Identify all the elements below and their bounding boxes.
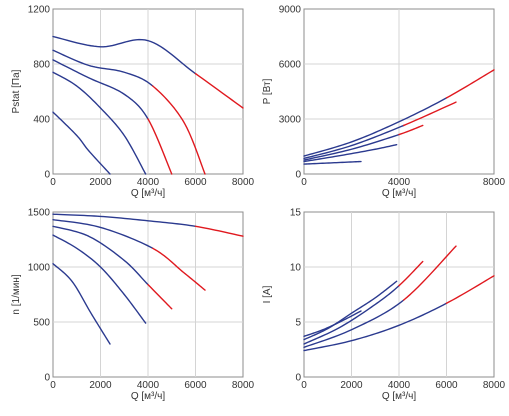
pstat-y-axis-label: Pstat [Па] [11, 69, 22, 113]
power-y-tick-label: 6000 [279, 60, 302, 71]
power-curve-1-high-load [445, 69, 495, 99]
power-x-tick-label: 0 [301, 177, 307, 188]
current-curve-3 [303, 285, 400, 345]
current-curve-4 [303, 280, 398, 341]
speed-curve-2-high-load [152, 247, 206, 291]
speed-curve-3 [52, 225, 149, 286]
current-y-axis-label: I [A] [262, 285, 273, 303]
power-y-tick-label: 9000 [279, 5, 302, 16]
speed-curve-1 [52, 213, 197, 227]
current-curve-1 [303, 302, 448, 352]
pstat-x-tick-label: 8000 [232, 177, 255, 188]
speed-x-tick-label: 8000 [232, 380, 255, 391]
pstat-y-tick-label: 1200 [28, 5, 51, 16]
current-y-tick-label: 15 [290, 208, 302, 219]
pstat-x-tick-label: 4000 [137, 177, 160, 188]
power-x-tick-label: 8000 [483, 177, 506, 188]
speed-x-tick-label: 2000 [89, 380, 112, 391]
pstat-y-tick-label: 800 [33, 60, 50, 71]
current-x-tick-label: 6000 [435, 380, 458, 391]
pstat-curve-2 [52, 49, 154, 87]
power-curve-2-high-load [403, 101, 457, 127]
speed-y-tick-label: 1500 [28, 208, 51, 219]
current-x-tick-label: 4000 [388, 380, 411, 391]
pstat-y-tick-label: 0 [44, 170, 50, 181]
pstat-x-tick-label: 6000 [184, 177, 207, 188]
speed-x-tick-label: 0 [50, 380, 56, 391]
pstat-x-axis-label: Q [м³/ч] [131, 188, 166, 199]
chart-current: 0 2000 4000 6000 8000 0 5 10 15 Q [м³/ч] I [A] [262, 208, 506, 403]
speed-y-tick-label: 1000 [28, 263, 51, 274]
power-curve-4 [303, 143, 398, 163]
pstat-y-tick-label: 400 [33, 115, 50, 126]
current-curve-2-high-load [403, 245, 457, 301]
power-curve-1 [303, 97, 448, 157]
current-x-axis-label: Q [м³/ч] [382, 391, 417, 402]
pstat-x-tick-label: 2000 [89, 177, 112, 188]
speed-curve-1-high-load [194, 225, 244, 237]
power-curve-2 [303, 124, 405, 160]
current-y-tick-label: 5 [295, 318, 301, 329]
power-curve-3-high-load [398, 124, 424, 136]
pstat-curve-1 [52, 35, 197, 75]
speed-y-tick-label: 500 [33, 318, 50, 329]
current-curve-1-high-load [445, 275, 495, 304]
power-curve-5 [303, 160, 362, 165]
speed-y-axis-label: n [1/мин] [11, 274, 22, 314]
current-curve-2 [303, 299, 405, 348]
speed-x-tick-label: 4000 [137, 380, 160, 391]
pstat-x-tick-label: 0 [50, 177, 56, 188]
speed-curve-4 [52, 234, 147, 324]
chart-pstat: 0 2000 4000 6000 8000 0 400 800 1200 Q [м³/ч] Psta… [11, 5, 255, 200]
pstat-curve-1-high-load [194, 72, 244, 109]
current-y-tick-label: 0 [295, 373, 301, 384]
pstat-curve-3 [52, 59, 149, 120]
power-x-axis-label: Q [м³/ч] [382, 188, 417, 199]
current-y-tick-label: 10 [290, 263, 302, 274]
power-y-tick-label: 0 [295, 170, 301, 181]
chart-speed: 0 2000 4000 6000 8000 0 500 1000 1500 Q [м³/ч] n [… [11, 208, 255, 403]
speed-curve-2 [52, 219, 154, 249]
pstat-curve-3-high-load [147, 118, 173, 175]
current-curve-5 [303, 310, 362, 337]
power-curve-3 [303, 133, 400, 161]
power-y-axis-label: P [Вт] [262, 78, 273, 104]
pstat-curve-5 [52, 111, 111, 175]
speed-x-axis-label: Q [м³/ч] [131, 391, 166, 402]
pstat-curve-2-high-load [152, 85, 206, 175]
speed-curve-5 [52, 263, 111, 345]
power-y-tick-label: 3000 [279, 115, 302, 126]
current-x-tick-label: 0 [301, 380, 307, 391]
current-curve-3-high-load [398, 260, 424, 287]
power-x-tick-label: 4000 [388, 177, 411, 188]
current-x-tick-label: 8000 [483, 380, 506, 391]
current-x-tick-label: 2000 [340, 380, 363, 391]
pstat-curve-4 [52, 71, 147, 175]
chart-power: 0 4000 8000 0 3000 6000 9000 Q [м³/ч] P [Вт] [262, 5, 506, 200]
speed-y-tick-label: 0 [44, 373, 50, 384]
speed-curve-3-high-load [147, 283, 173, 310]
speed-x-tick-label: 6000 [184, 380, 207, 391]
